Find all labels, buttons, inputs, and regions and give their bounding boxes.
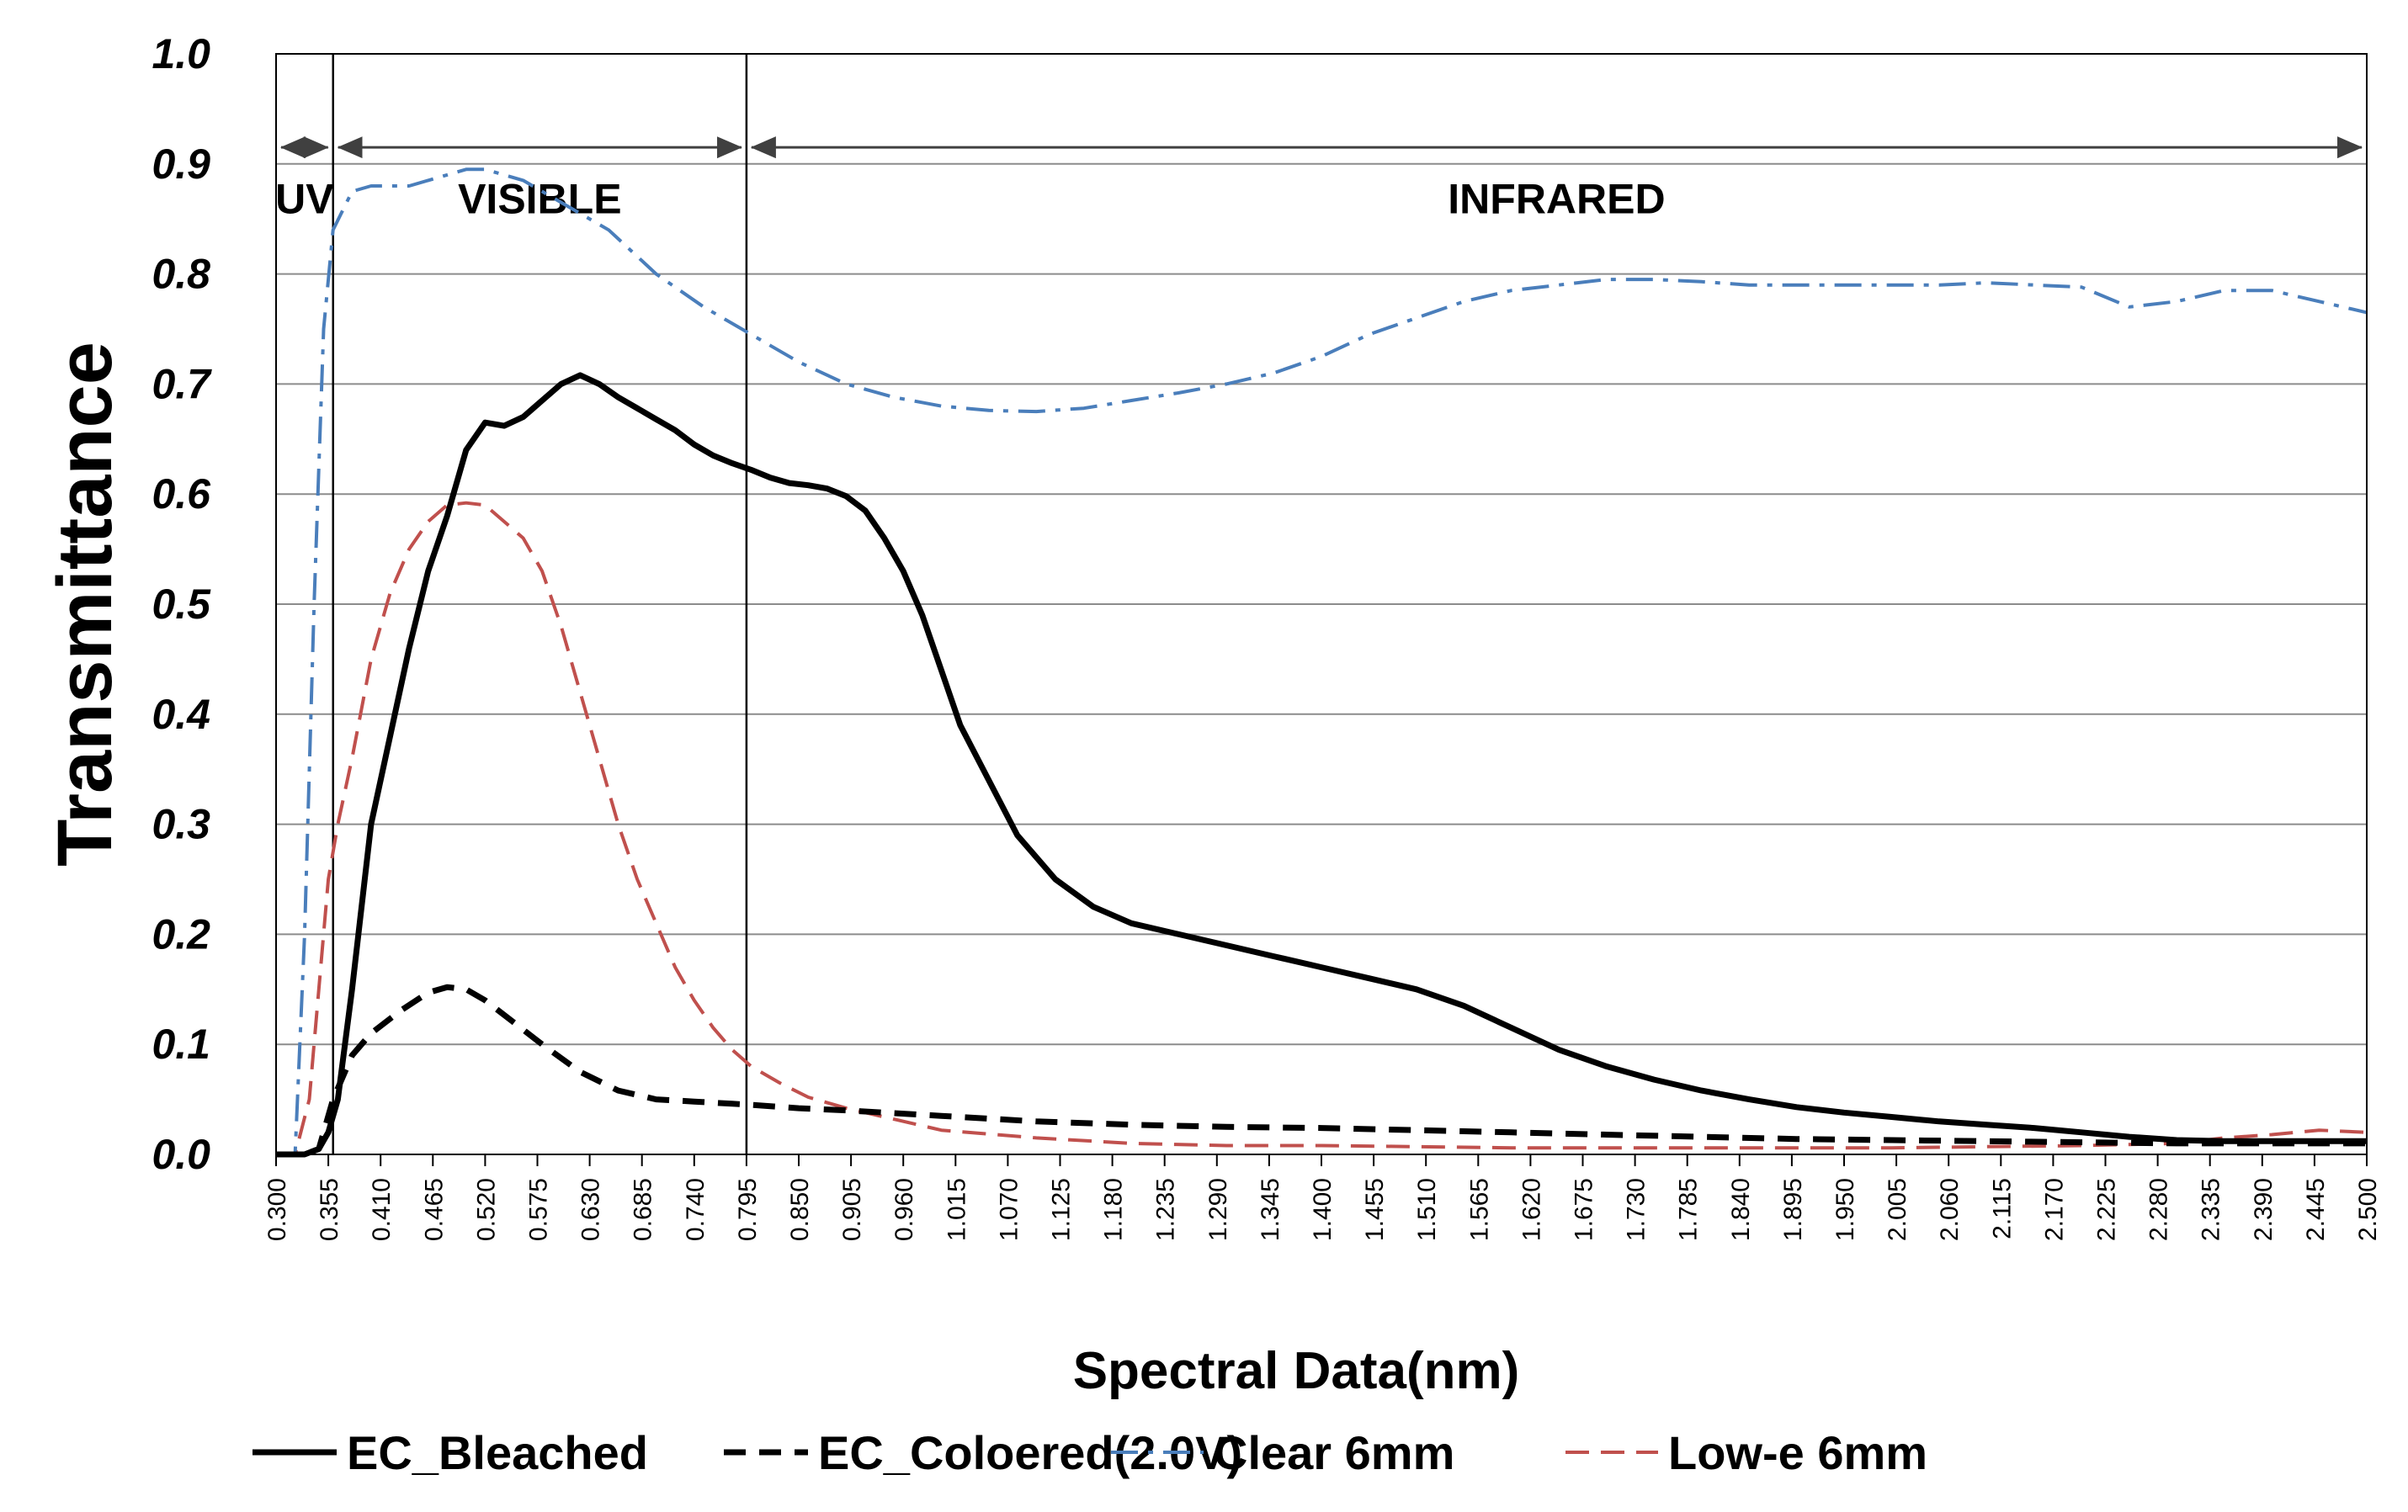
x-tick-label: 2.390 [2250,1178,2278,1241]
x-tick-label: 1.180 [1100,1178,1128,1241]
y-tick-label: 0.4 [151,691,210,738]
y-tick-label: 0.9 [151,141,210,188]
x-tick-label: 1.840 [1727,1178,1755,1241]
y-tick-label: 0.5 [151,581,211,628]
y-axis-ticks: 0.0 0.1 0.2 0.3 0.4 0.5 0.6 0.7 0.8 0.9 1.0 [151,30,212,1178]
y-axis-label: Transmittance [42,342,128,867]
region-label: VISIBLE [458,176,621,223]
x-tick-label: 1.895 [1779,1178,1807,1241]
x-tick-label: 0.850 [786,1178,814,1241]
x-tick-label: 1.785 [1675,1178,1703,1241]
region-label: UV [275,176,334,223]
series-line-ec-bleached [276,372,2367,1158]
legend-label: Clear 6mm [1214,1426,1454,1479]
series-lines [276,167,2368,1158]
legend-label: EC_Bleached [347,1426,648,1479]
x-tick-label: 1.290 [1204,1178,1232,1241]
x-tick-label: 0.465 [420,1178,448,1241]
x-tick-label: 1.400 [1309,1178,1337,1241]
y-tick-label: 0.6 [151,470,211,517]
x-tick-label: 0.905 [838,1178,866,1241]
x-tick-label: 0.300 [263,1178,291,1241]
spectral-regions: UV VISIBLE INFRARED [275,54,2363,1154]
y-tick-label: 0.7 [151,360,212,407]
x-tick-label: 0.355 [316,1178,343,1241]
x-tick-label: 2.500 [2354,1178,2382,1241]
x-tick-label: 2.225 [2093,1178,2121,1241]
x-tick-label: 0.740 [682,1178,710,1241]
x-tick-label: 0.520 [472,1178,500,1241]
x-tick-label: 1.950 [1831,1178,1859,1241]
series-line-low-e-6mm [276,501,2368,1156]
y-tick-label: 0.1 [151,1021,210,1068]
legend: EC_Bleached EC_Coloered(2.0V)Clear 6mm Low… [252,1426,1927,1479]
y-tick-label: 0.2 [151,910,210,958]
x-tick-label: 1.565 [1465,1178,1493,1241]
x-tick-label: 1.620 [1518,1178,1545,1241]
x-tick-label: 0.575 [525,1178,553,1241]
x-tick-label: 0.685 [630,1178,657,1241]
x-tick-label: 1.455 [1361,1178,1389,1241]
x-tick-label: 1.730 [1623,1178,1651,1241]
series-line-clear-6mm [276,167,2368,1156]
x-tick-label: 2.005 [1884,1178,1911,1241]
legend-label: Low-e 6mm [1668,1426,1927,1479]
x-tick-label: 0.960 [890,1178,918,1241]
x-tick-label: 1.235 [1152,1178,1180,1241]
x-tick-label: 2.060 [1936,1178,1964,1241]
x-tick-label: 1.510 [1413,1178,1441,1241]
y-tick-label: 0.8 [151,251,210,298]
x-axis-ticks: 0.300 0.355 0.410 0.465 0.520 0.575 0.630 0.685… [263,1154,2382,1241]
x-tick-label: 2.280 [2145,1178,2173,1241]
x-tick-label: 0.630 [577,1178,605,1241]
x-tick-label: 1.675 [1571,1178,1598,1241]
x-tick-label: 2.170 [2040,1178,2068,1241]
x-tick-label: 2.115 [1988,1178,2016,1239]
x-tick-label: 1.015 [943,1178,970,1241]
x-tick-label: 1.125 [1048,1178,1076,1241]
x-tick-label: 2.335 [2198,1178,2225,1241]
region-label: INFRARED [1448,176,1665,223]
x-tick-label: 0.410 [368,1178,396,1241]
x-tick-label: 1.345 [1257,1178,1284,1241]
x-tick-label: 2.445 [2302,1178,2330,1241]
y-tick-label: 1.0 [151,30,210,77]
x-tick-label: 0.795 [734,1178,762,1241]
y-tick-label: 0.0 [151,1131,210,1178]
x-tick-label: 1.070 [995,1178,1023,1241]
series-line-ec-coloered-2-0v [276,984,2367,1158]
y-tick-label: 0.3 [151,801,210,848]
x-axis-label: Spectral Data(nm) [1073,1342,1520,1400]
